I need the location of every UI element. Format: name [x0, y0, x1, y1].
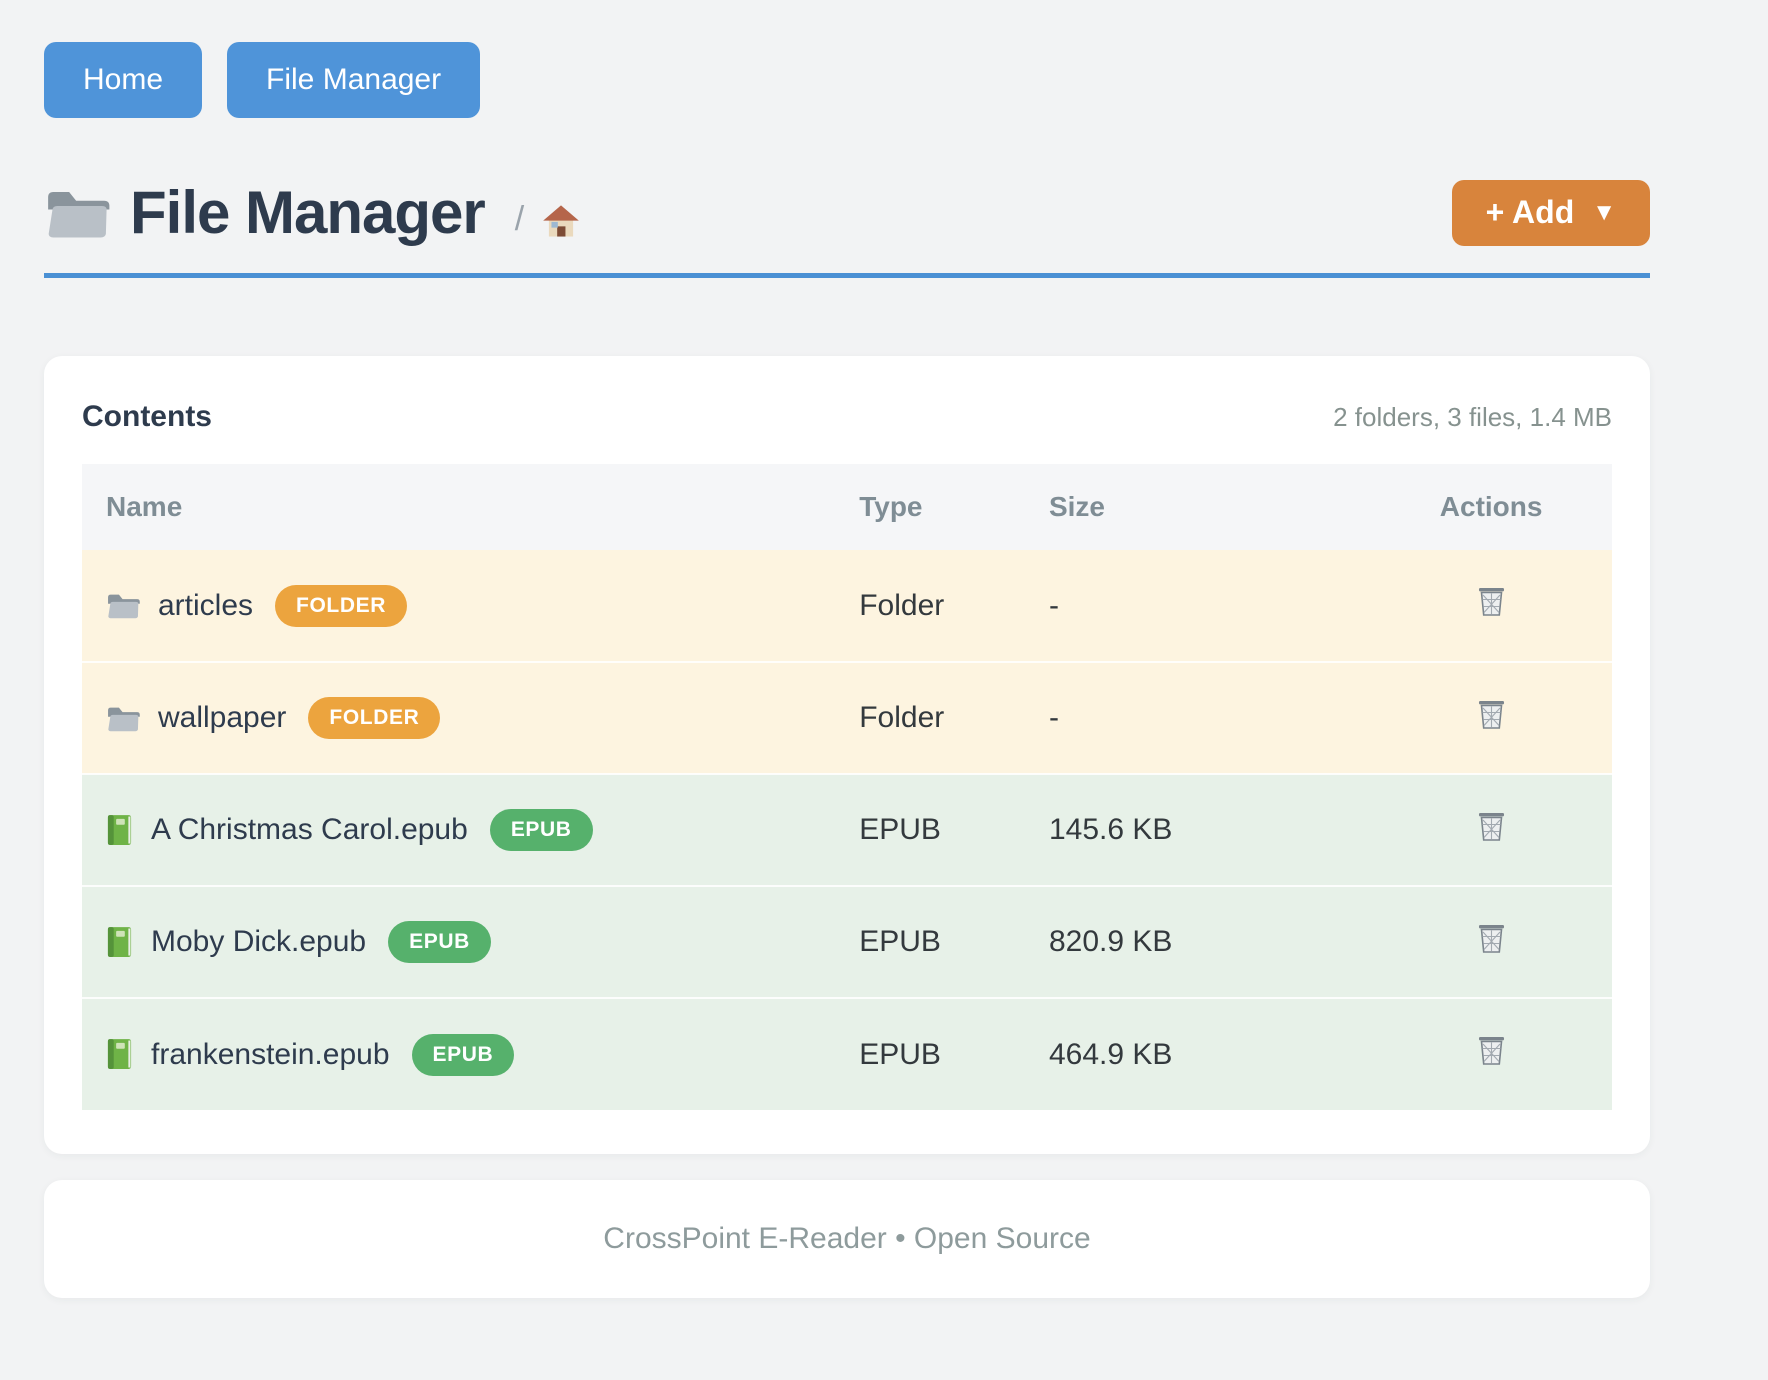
add-button-label: + Add [1485, 194, 1575, 230]
file-type: Folder [859, 588, 945, 622]
card-head: Contents 2 folders, 3 files, 1.4 MB [82, 400, 1612, 434]
column-header-type: Type [859, 464, 1049, 550]
folder-icon [106, 591, 140, 620]
table-row[interactable]: A Christmas Carol.epub EPUB EPUB 145.6 K… [82, 774, 1612, 886]
nav-file-manager-button[interactable]: File Manager [227, 42, 481, 118]
trash-icon [1476, 1034, 1507, 1070]
file-size: 820.9 KB [1048, 925, 1173, 958]
table-body: articles FOLDER Folder - wallpaper FOLDE… [82, 550, 1612, 1110]
type-badge: EPUB [411, 1033, 515, 1076]
delete-button[interactable] [1476, 698, 1507, 734]
folder-icon [44, 185, 110, 241]
column-header-size: Size [1048, 464, 1371, 550]
breadcrumb: / [515, 200, 582, 240]
book-icon [106, 1038, 133, 1071]
contents-card: Contents 2 folders, 3 files, 1.4 MB Name… [44, 356, 1650, 1154]
file-size: 464.9 KB [1048, 1037, 1173, 1071]
trash-icon [1476, 922, 1507, 958]
type-badge: EPUB [489, 809, 593, 851]
contents-heading: Contents [82, 400, 212, 433]
table-row[interactable]: frankenstein.epub EPUB EPUB 464.9 KB [82, 998, 1612, 1110]
table-row[interactable]: articles FOLDER Folder - [82, 550, 1612, 662]
nav-home-button[interactable]: Home [44, 42, 203, 118]
house-icon[interactable] [540, 200, 582, 240]
page-header: File Manager / + Add ▼ [44, 178, 1650, 247]
page-title: File Manager [130, 179, 486, 246]
file-type: Folder [859, 701, 945, 734]
add-button[interactable]: + Add ▼ [1451, 179, 1650, 246]
file-type: EPUB [859, 813, 941, 846]
type-badge: EPUB [388, 921, 491, 963]
top-nav: Home File Manager [44, 0, 1650, 118]
file-size: - [1048, 588, 1059, 622]
trash-icon [1476, 585, 1507, 621]
header-divider [44, 273, 1650, 278]
folder-icon [106, 704, 140, 733]
chevron-down-icon: ▼ [1592, 198, 1616, 226]
trash-icon [1476, 698, 1507, 734]
column-header-actions: Actions [1370, 464, 1612, 550]
breadcrumb-separator: / [514, 200, 525, 238]
file-name[interactable]: A Christmas Carol.epub [151, 813, 468, 846]
column-header-name: Name [82, 464, 860, 550]
contents-summary: 2 folders, 3 files, 1.4 MB [1333, 402, 1612, 432]
type-badge: FOLDER [308, 697, 441, 739]
book-icon [106, 926, 133, 959]
table-row[interactable]: Moby Dick.epub EPUB EPUB 820.9 KB [82, 886, 1612, 998]
footer: CrossPoint E-Reader • Open Source [44, 1180, 1650, 1298]
file-name[interactable]: wallpaper [158, 701, 287, 734]
table-header-row: Name Type Size Actions [82, 464, 1612, 550]
delete-button[interactable] [1476, 585, 1507, 621]
book-icon [106, 814, 133, 847]
file-name[interactable]: articles [158, 588, 254, 622]
type-badge: FOLDER [275, 584, 407, 627]
page: Home File Manager File Manager / + Add ▼… [44, 0, 1650, 1298]
delete-button[interactable] [1476, 922, 1507, 958]
file-size: 145.6 KB [1048, 813, 1173, 846]
delete-button[interactable] [1476, 810, 1507, 846]
file-name[interactable]: Moby Dick.epub [151, 925, 367, 958]
file-type: EPUB [859, 1037, 941, 1071]
file-name[interactable]: frankenstein.epub [151, 1037, 390, 1071]
file-size: - [1048, 701, 1059, 734]
trash-icon [1476, 810, 1507, 846]
footer-text: CrossPoint E-Reader • Open Source [603, 1222, 1091, 1255]
table-row[interactable]: wallpaper FOLDER Folder - [82, 662, 1612, 774]
file-type: EPUB [859, 925, 941, 958]
title-wrap: File Manager / [44, 178, 1452, 247]
delete-button[interactable] [1476, 1034, 1507, 1070]
file-table: Name Type Size Actions articles FOLDER F… [82, 464, 1612, 1110]
